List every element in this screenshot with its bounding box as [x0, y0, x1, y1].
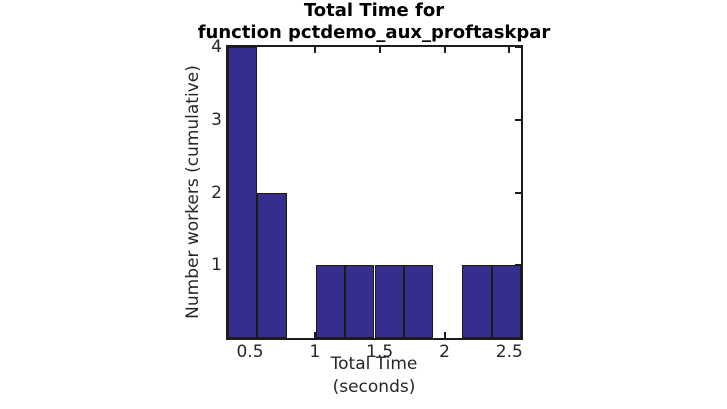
chart-title: Total Time for function pctdemo_aux_prof…: [198, 0, 551, 44]
x-tick-label: 1: [309, 342, 321, 362]
histogram-bar: [315, 265, 346, 338]
histogram-bar: [403, 265, 434, 338]
x-axis-tick: [508, 47, 511, 53]
y-axis-tick: [515, 191, 521, 194]
x-tick-label: 2: [439, 342, 450, 362]
y-axis-tick-labels: 1 2 3 4: [0, 37, 222, 338]
y-axis-label: Number workers (cumulative): [183, 65, 203, 319]
x-axis-label-line2: (seconds): [332, 377, 416, 397]
y-tick-label: 3: [211, 109, 222, 130]
x-axis-tick: [313, 332, 316, 338]
y-tick-label: 4: [211, 37, 222, 57]
plot-area: [226, 45, 523, 340]
x-axis-label: Total Time (seconds): [331, 353, 418, 399]
histogram-plot: [228, 46, 521, 338]
histogram-bar: [374, 265, 404, 338]
x-tick-label: 1.5: [366, 342, 394, 362]
histogram-bar: [462, 265, 492, 338]
x-axis-label-line1: Total Time: [330, 354, 418, 374]
x-tick-label: 2.5: [495, 342, 523, 362]
histogram-bar: [491, 265, 521, 338]
x-axis-tick-labels: 0.5 1 1.5 2 2.5: [228, 342, 523, 364]
x-axis-tick: [443, 332, 446, 338]
x-axis-tick: [313, 47, 316, 53]
x-axis-tick: [378, 47, 381, 53]
histogram-bar: [228, 47, 258, 338]
y-axis-tick: [515, 46, 521, 48]
histogram-bar: [345, 265, 375, 338]
chart-title-line1: Total Time for: [303, 0, 445, 21]
histogram-bar: [257, 192, 287, 338]
chart-title-line2: function pctdemo_aux_proftaskpar: [197, 22, 551, 43]
y-tick-label: 2: [211, 182, 222, 203]
x-tick-label: 0.5: [236, 342, 264, 362]
y-axis-tick: [515, 118, 521, 121]
x-axis-tick: [443, 47, 446, 53]
y-tick-label: 1: [211, 255, 222, 276]
